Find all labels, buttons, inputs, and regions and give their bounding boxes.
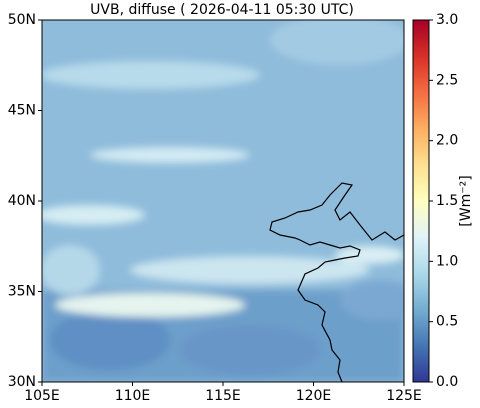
- field-image: [42, 20, 404, 382]
- colorbar-tick-label: 2.5: [436, 72, 458, 88]
- colorbar-tick-label: 0.5: [436, 314, 458, 330]
- x-tick-label: 120E: [296, 388, 332, 404]
- colorbar-tick-label: 3.0: [436, 12, 458, 28]
- colorbar-tick-label: 0.0: [436, 374, 458, 390]
- coastline: [269, 182, 404, 382]
- y-tick-label: 45N: [8, 103, 36, 119]
- y-tick-label: 35N: [8, 284, 36, 300]
- colorbar-tick-label: 2.0: [436, 133, 458, 149]
- colorbar-tick-label: 1.0: [436, 253, 458, 269]
- colorbar-tick-label: 1.5: [436, 193, 458, 209]
- colorbar: [412, 19, 430, 383]
- x-tick-label: 105E: [24, 388, 60, 404]
- chart-title: UVB, diffuse ( 2026-04-11 05:30 UTC): [90, 2, 354, 18]
- x-tick-label: 110E: [115, 388, 151, 404]
- x-tick-label: 125E: [386, 388, 422, 404]
- colorbar-label: [Wm⁻²]: [458, 175, 474, 226]
- x-tick-label: 115E: [205, 388, 241, 404]
- y-tick-label: 40N: [8, 193, 36, 209]
- y-tick-label: 30N: [8, 374, 36, 390]
- y-tick-label: 50N: [8, 12, 36, 28]
